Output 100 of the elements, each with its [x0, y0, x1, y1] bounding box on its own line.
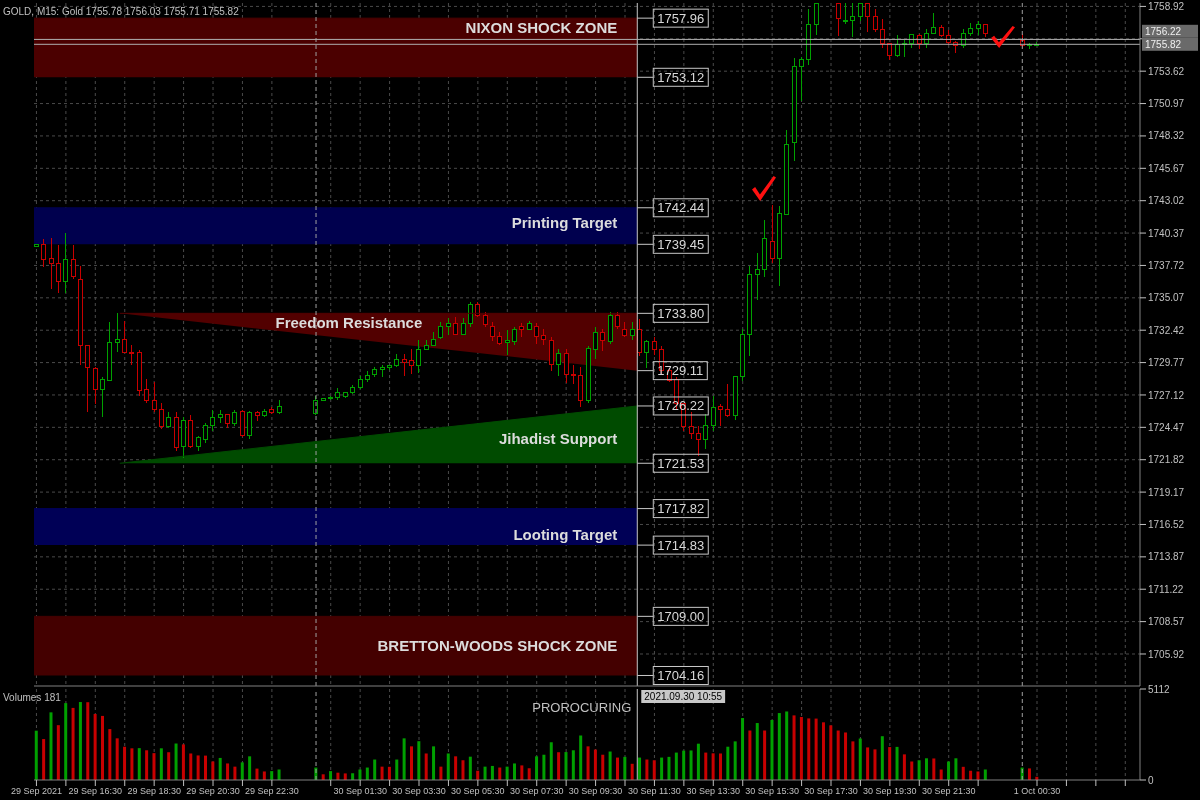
y-tick-label: 1737.72	[1148, 260, 1185, 271]
y-tick-label: 1705.92	[1148, 648, 1185, 660]
bar	[873, 749, 877, 780]
bar	[277, 769, 281, 780]
candlestick	[490, 321, 495, 342]
bar	[866, 747, 870, 780]
bar	[93, 713, 97, 780]
bar	[888, 747, 892, 780]
bar	[211, 761, 215, 780]
bar	[196, 755, 200, 780]
ref-line-label: 1755.82	[1145, 38, 1182, 50]
candlestick	[49, 237, 54, 290]
candlestick	[152, 381, 157, 413]
bar	[976, 771, 980, 780]
bar	[615, 757, 619, 780]
bar	[34, 730, 38, 780]
x-tick-label: 30 Sep 15:30	[745, 786, 799, 797]
bar	[763, 730, 767, 780]
bar	[711, 753, 715, 780]
annotation: 1742.44	[657, 200, 705, 216]
bar	[424, 753, 428, 780]
candlestick	[858, 3, 863, 22]
ref-line-label: 1756.22	[1145, 25, 1182, 37]
candlestick	[696, 425, 701, 457]
bar	[520, 765, 524, 780]
x-tick-label: 30 Sep 07:30	[509, 786, 564, 797]
y-tick-label: 1727.12	[1148, 389, 1185, 401]
candlestick	[71, 244, 76, 280]
bar	[152, 753, 156, 780]
bar	[203, 755, 207, 780]
bar	[682, 750, 686, 780]
bar	[932, 758, 936, 780]
bar	[439, 766, 443, 780]
y-tick-label: 1735.07	[1148, 292, 1185, 304]
bar	[770, 720, 774, 780]
y-tick-label: 5112	[1148, 683, 1170, 695]
x-tick-label: 30 Sep 13:30	[686, 786, 741, 797]
bar	[799, 716, 803, 780]
bar	[64, 703, 68, 780]
bar	[218, 757, 222, 780]
bar	[910, 761, 914, 780]
bar	[917, 760, 921, 780]
bar	[777, 713, 781, 780]
candlestick	[711, 395, 716, 432]
bar	[535, 756, 539, 780]
bar	[755, 723, 759, 780]
bar	[947, 761, 951, 780]
bar	[902, 754, 906, 780]
x-tick-label: 29 Sep 20:30	[186, 786, 240, 797]
candlestick	[247, 410, 252, 440]
candlestick	[564, 348, 569, 384]
candlestick	[725, 383, 730, 418]
x-tick-label: 29 Sep 22:30	[245, 786, 299, 797]
candlestick	[873, 8, 878, 33]
bar	[792, 715, 796, 780]
candlestick	[689, 411, 694, 440]
bar	[100, 715, 104, 780]
y-tick-label: 1724.47	[1148, 421, 1185, 433]
annotation: 1753.12	[657, 69, 705, 85]
candlestick	[865, 3, 870, 33]
candlestick	[505, 329, 510, 356]
bar	[167, 752, 171, 780]
candlestick	[512, 326, 517, 346]
bar	[226, 763, 230, 780]
series-label: BRETTON-WOODS SHOCK ZONE	[377, 637, 618, 655]
bar	[807, 718, 811, 780]
bar	[593, 749, 597, 780]
bar	[844, 732, 848, 780]
x-tick-label: 1 Oct 00:30	[1013, 786, 1061, 797]
bar	[71, 707, 75, 780]
bar	[343, 773, 347, 780]
bar	[512, 763, 516, 780]
bar	[579, 735, 583, 780]
bar	[733, 741, 737, 780]
candlestick	[652, 336, 657, 356]
bar	[432, 746, 436, 780]
bar	[696, 743, 700, 780]
bar	[454, 756, 458, 780]
annotation: 1757.96	[657, 10, 705, 26]
bar	[115, 738, 119, 780]
x-tick-label: 30 Sep 21:30	[921, 786, 976, 797]
bar	[954, 758, 958, 780]
candlestick	[534, 322, 539, 345]
bar	[505, 766, 509, 780]
bar	[78, 702, 82, 780]
bar	[586, 746, 590, 780]
candlestick	[880, 18, 885, 49]
candlestick	[115, 312, 120, 353]
y-tick-label: 1708.57	[1148, 616, 1185, 628]
bar	[564, 752, 568, 780]
bar	[549, 742, 553, 780]
y-tick-label: 0	[1148, 774, 1154, 786]
annotation: 1721.53	[657, 455, 705, 471]
candlestick	[85, 344, 90, 413]
bar	[42, 739, 46, 780]
bar	[145, 750, 149, 780]
candlestick	[644, 339, 649, 369]
annotation: 1733.80	[657, 305, 705, 321]
candlestick	[770, 204, 775, 264]
bar	[174, 743, 178, 780]
